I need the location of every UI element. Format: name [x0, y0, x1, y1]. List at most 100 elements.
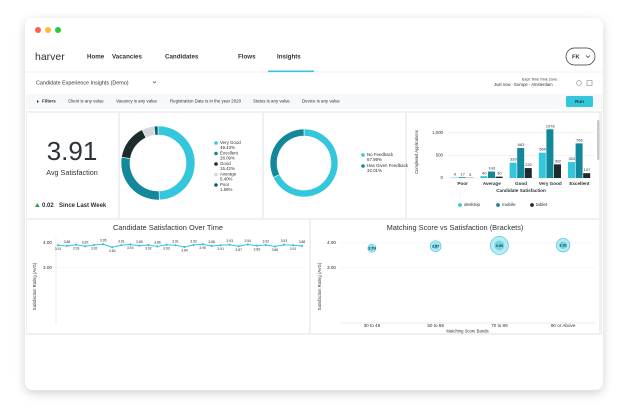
- bar-value: 5: [469, 172, 472, 177]
- point-label: 3.91: [290, 247, 297, 251]
- bar-value: 220: [525, 162, 532, 167]
- line-point: [255, 244, 258, 247]
- panel: [27, 113, 118, 218]
- panel: [311, 220, 599, 333]
- point-label: 3.89: [136, 240, 143, 244]
- bar: [509, 162, 517, 178]
- filter-chip[interactable]: Status is any value: [253, 99, 290, 104]
- legend-swatch: [214, 162, 218, 166]
- filter-chip[interactable]: Device is any value: [302, 99, 340, 104]
- window-dot: [35, 27, 41, 33]
- point-label: 3.86: [272, 248, 279, 252]
- line-series: [57, 243, 303, 248]
- legend-label: mobile: [502, 202, 516, 207]
- run-button[interactable]: [566, 96, 593, 107]
- chart-title: Matching Score vs Satisfaction (Brackets…: [387, 223, 524, 232]
- bar-value: 663: [518, 142, 525, 147]
- bar-value: 339: [510, 157, 517, 162]
- bubble-core: [494, 240, 505, 251]
- line-point: [74, 243, 78, 246]
- nav-item[interactable]: Candidates: [165, 54, 199, 61]
- bar: [538, 152, 546, 178]
- point-label: 3.94: [127, 246, 134, 250]
- legend-label: Poor: [220, 182, 230, 187]
- bar-value: 302: [554, 158, 561, 163]
- legend-swatch: [361, 153, 365, 157]
- expand-icon[interactable]: [37, 100, 39, 103]
- timezone-label: Each Time Time Zone :: [522, 77, 559, 81]
- chevron: [152, 81, 157, 84]
- menu-icon[interactable]: [586, 80, 593, 86]
- line-point: [237, 245, 240, 248]
- x-tick-label: Very Good: [539, 181, 562, 186]
- x-tick-label: Poor: [457, 181, 468, 186]
- bubble-label: 3.91: [559, 243, 568, 248]
- timezone: Just now · Europe - Amsterdam: [494, 82, 553, 87]
- x-tick-label: 30 to 49: [364, 323, 381, 328]
- point-label: 3.88: [208, 240, 215, 244]
- bar-value: 30: [497, 171, 502, 176]
- point-label: 3.92: [190, 239, 197, 243]
- x-tick-label: Excellent: [569, 181, 590, 186]
- x-tick-label: Good: [515, 181, 527, 186]
- filter-chip[interactable]: Vacancy is any value: [116, 99, 157, 104]
- nav-item[interactable]: Insights: [277, 54, 301, 61]
- line-point: [156, 245, 159, 248]
- bar: [553, 164, 561, 178]
- line-point: [219, 244, 222, 247]
- up-arrow: [35, 203, 40, 207]
- legend-value: 49.43%: [220, 145, 235, 150]
- filter-chip[interactable]: Registration Date is in the year 2020: [170, 99, 242, 104]
- nav-item[interactable]: Home: [87, 54, 105, 61]
- panel: [407, 113, 599, 218]
- x-axis-label: Matching Score Bands: [446, 329, 488, 334]
- bar: [575, 143, 583, 178]
- bar: [517, 148, 525, 178]
- bar-value: 353: [568, 156, 575, 161]
- window-dot: [45, 27, 51, 33]
- bar: [546, 129, 554, 178]
- point-label: 3.91: [172, 239, 179, 243]
- line-point: [102, 243, 105, 246]
- legend-swatch: [214, 151, 218, 156]
- nav-item[interactable]: Flows: [238, 54, 256, 61]
- panel: [27, 220, 309, 333]
- kpi-change-note: Since Last Week: [59, 203, 107, 209]
- kpi-change: 0.02: [42, 203, 54, 209]
- kpi-value: 3.91: [47, 136, 98, 166]
- filter-chip[interactable]: Client is any value: [68, 99, 104, 104]
- bar: [583, 173, 591, 178]
- active-underline: [268, 70, 314, 73]
- line-point: [174, 244, 177, 247]
- line-point: [147, 243, 150, 247]
- x-tick-label: 90 or Above: [551, 323, 576, 328]
- line-point: [300, 244, 304, 248]
- filters-label[interactable]: Filters: [42, 99, 56, 104]
- line-point: [282, 243, 286, 246]
- run-label[interactable]: Run: [575, 99, 584, 104]
- bar: [488, 171, 495, 178]
- bubble-label: 3.87: [432, 244, 441, 249]
- user-button[interactable]: [565, 47, 596, 66]
- bar-value: 143: [488, 166, 495, 171]
- point-label: 3.93: [73, 246, 80, 250]
- x-tick-label: 70 to 89: [491, 323, 508, 328]
- x-axis-label: Candidate Satisfaction: [496, 188, 546, 193]
- x-tick-label: Average: [483, 181, 501, 186]
- legend-value: 5.40%: [220, 177, 233, 182]
- y-tick-label: 1,000: [432, 130, 444, 135]
- legend-swatch: [214, 172, 218, 177]
- legend-label: Average: [220, 172, 237, 177]
- line-point: [201, 243, 204, 246]
- legend-swatch: [458, 203, 462, 207]
- nav-item[interactable]: Vacancies: [112, 54, 142, 61]
- point-label: 3.93: [163, 246, 170, 250]
- line-point: [165, 243, 168, 246]
- donut-segment: [153, 125, 159, 136]
- window-dot: [55, 27, 61, 33]
- line-point: [291, 244, 295, 247]
- donut-segment: [269, 128, 305, 178]
- line-point: [120, 244, 123, 247]
- settings-icon[interactable]: [576, 80, 582, 86]
- point-label: 3.94: [244, 239, 251, 243]
